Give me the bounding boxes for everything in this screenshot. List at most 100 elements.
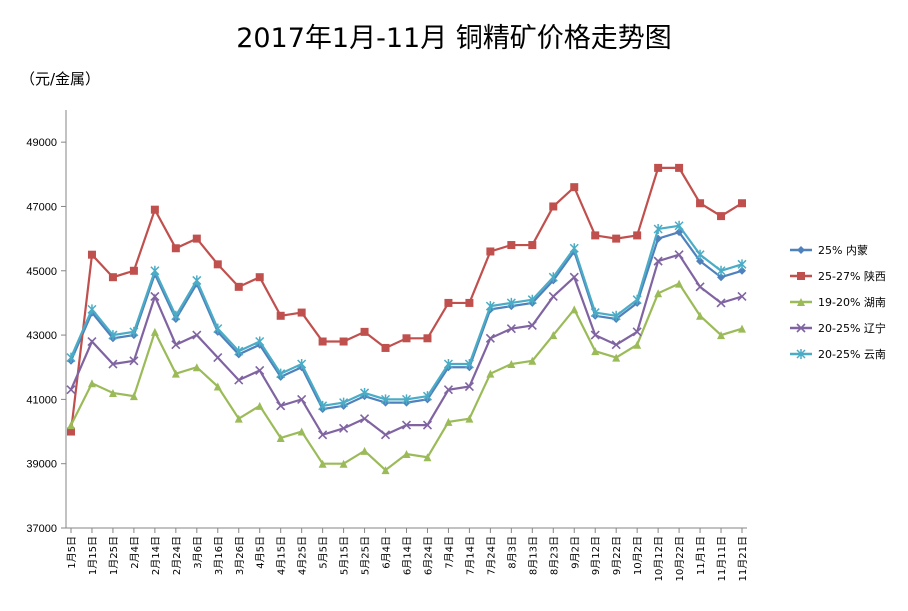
x-tick-label: 6月4日 [381, 536, 393, 569]
data-point [339, 397, 349, 408]
x-tick-label: 7月24日 [485, 536, 497, 575]
x-tick-label: 5月15日 [339, 536, 351, 575]
series-3 [67, 279, 746, 475]
x-tick-label: 9月22日 [611, 536, 623, 575]
data-point [796, 349, 806, 359]
data-point [632, 327, 642, 337]
data-point [192, 330, 202, 340]
data-point [87, 304, 97, 315]
data-point [696, 257, 705, 266]
legend-item: 25% 内蒙 [790, 243, 868, 257]
data-point [796, 323, 806, 333]
data-point [423, 334, 432, 343]
data-point [87, 379, 96, 388]
data-point [507, 360, 516, 369]
data-point [297, 394, 307, 404]
data-point [171, 310, 181, 321]
data-point [66, 352, 76, 363]
data-point [569, 272, 579, 282]
data-point [696, 311, 705, 320]
data-point [171, 369, 180, 378]
data-point [255, 336, 265, 347]
data-point [150, 291, 160, 302]
x-tick-label: 10月12日 [653, 536, 665, 581]
data-point [192, 363, 201, 372]
chart-title: 2017年1月-11月 铜精矿价格走势图 [236, 23, 672, 54]
data-point [108, 273, 117, 282]
data-point [171, 340, 181, 350]
legend-label: 19-20% 湖南 [818, 296, 886, 309]
data-point [717, 212, 726, 221]
data-point [738, 324, 746, 333]
data-point [674, 220, 684, 231]
data-point [737, 291, 747, 302]
data-point [108, 388, 117, 397]
data-point [738, 266, 746, 275]
data-point [318, 459, 327, 468]
data-point [87, 250, 96, 259]
x-tick-label: 11月1日 [695, 536, 707, 575]
data-point [339, 337, 348, 346]
data-point [507, 241, 516, 250]
data-point [443, 385, 454, 395]
data-point [192, 275, 202, 286]
data-point [528, 356, 537, 365]
y-tick-label: 43000 [26, 330, 57, 342]
series-1 [67, 228, 746, 414]
data-point [213, 353, 223, 363]
data-point [485, 301, 495, 312]
y-tick-label: 45000 [26, 266, 57, 278]
data-point [297, 359, 307, 370]
x-tick-label: 3月16日 [213, 536, 225, 575]
data-point [67, 421, 75, 430]
x-tick-label: 9月12日 [590, 536, 602, 575]
data-point [695, 282, 705, 292]
data-point [276, 433, 285, 442]
x-tick-label: 11月21日 [737, 536, 749, 581]
data-point [797, 246, 805, 254]
data-point [150, 205, 159, 214]
data-point [654, 163, 663, 172]
y-tick-label: 49000 [26, 137, 57, 149]
x-tick-label: 5月25日 [360, 536, 372, 575]
data-point [443, 359, 453, 370]
data-point [590, 307, 600, 318]
data-point [150, 327, 159, 336]
data-point [548, 291, 558, 302]
data-point [674, 250, 684, 260]
x-tick-label: 7月4日 [443, 536, 455, 569]
data-point [318, 400, 328, 411]
data-point [318, 337, 327, 346]
legend-item: 20-25% 辽宁 [790, 321, 886, 335]
x-tick-label: 1月15日 [87, 536, 99, 575]
data-point [486, 369, 495, 378]
data-point [213, 323, 223, 334]
x-tick-label: 6月14日 [402, 536, 414, 575]
data-point [192, 234, 201, 243]
data-point [465, 298, 474, 307]
data-point [255, 365, 265, 376]
data-point [360, 387, 370, 398]
y-tick-label: 47000 [26, 201, 57, 213]
x-tick-label: 2月4日 [129, 536, 141, 569]
x-tick-label: 9月2日 [569, 536, 581, 569]
data-point [506, 297, 516, 308]
x-tick-label: 6月24日 [422, 536, 434, 575]
data-point [422, 420, 433, 430]
data-point [611, 310, 621, 321]
data-point [591, 231, 600, 240]
data-point [381, 466, 390, 475]
data-point [464, 381, 474, 392]
data-point [360, 446, 369, 455]
data-point [717, 331, 726, 340]
y-tick-label: 37000 [26, 523, 57, 535]
data-point [570, 305, 579, 314]
data-point [401, 420, 412, 430]
x-tick-label: 2月14日 [150, 536, 162, 575]
data-point [633, 231, 642, 240]
data-point [611, 340, 621, 350]
data-point [569, 243, 579, 254]
x-tick-label: 8月23日 [548, 536, 560, 575]
data-point [549, 202, 558, 211]
data-point [276, 368, 286, 379]
